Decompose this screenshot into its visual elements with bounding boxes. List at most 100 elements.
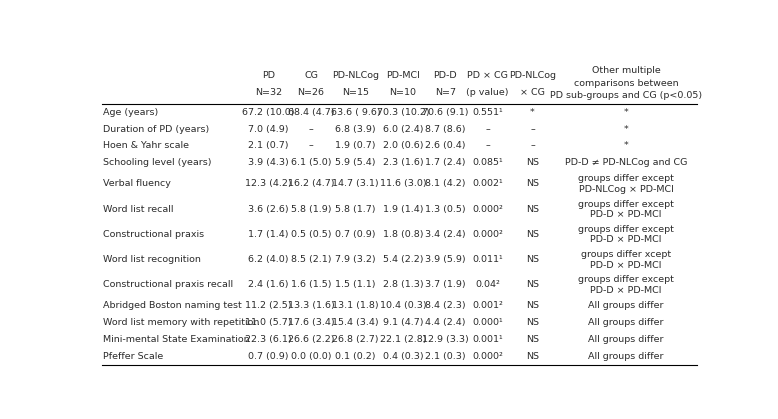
Text: All groups differ: All groups differ: [588, 335, 664, 344]
Text: 0.000²: 0.000²: [472, 230, 503, 239]
Text: Constructional praxis: Constructional praxis: [103, 230, 205, 239]
Text: PD sub-groups and CG (p<0.05): PD sub-groups and CG (p<0.05): [550, 91, 703, 100]
Text: 8.5 (2.1): 8.5 (2.1): [291, 255, 331, 264]
Text: –: –: [309, 142, 314, 150]
Text: –: –: [530, 142, 535, 150]
Text: NS: NS: [526, 158, 539, 167]
Text: 0.002¹: 0.002¹: [472, 179, 503, 189]
Text: 2.3 (1.6): 2.3 (1.6): [383, 158, 423, 167]
Text: 11.6 (3.0): 11.6 (3.0): [380, 179, 426, 189]
Text: 1.5 (1.1): 1.5 (1.1): [335, 280, 376, 290]
Text: 0.000²: 0.000²: [472, 204, 503, 214]
Text: 67.2 (10.0): 67.2 (10.0): [243, 108, 295, 117]
Text: 13.3 (1.6): 13.3 (1.6): [288, 301, 335, 310]
Text: 0.4 (0.3): 0.4 (0.3): [383, 352, 423, 361]
Text: NS: NS: [526, 335, 539, 344]
Text: Duration of PD (years): Duration of PD (years): [103, 125, 209, 134]
Text: NS: NS: [526, 230, 539, 239]
Text: 2.1 (0.7): 2.1 (0.7): [248, 142, 289, 150]
Text: CG: CG: [304, 71, 318, 80]
Text: 2.8 (1.3): 2.8 (1.3): [383, 280, 423, 290]
Text: groups differ except: groups differ except: [578, 174, 674, 184]
Text: PD-NLCog × PD-MCI: PD-NLCog × PD-MCI: [579, 185, 674, 194]
Text: 4.4 (2.4): 4.4 (2.4): [425, 318, 465, 327]
Text: 6.0 (2.4): 6.0 (2.4): [383, 125, 423, 134]
Text: PD: PD: [262, 71, 275, 80]
Text: 10.4 (0.3): 10.4 (0.3): [380, 301, 426, 310]
Text: PD-NLCog: PD-NLCog: [509, 71, 556, 80]
Text: 6.2 (4.0): 6.2 (4.0): [248, 255, 289, 264]
Text: 0.085¹: 0.085¹: [472, 158, 503, 167]
Text: 8.4 (2.3): 8.4 (2.3): [425, 301, 465, 310]
Text: 0.011¹: 0.011¹: [472, 255, 503, 264]
Text: 5.4 (2.2): 5.4 (2.2): [383, 255, 423, 264]
Text: PD-D × PD-MCI: PD-D × PD-MCI: [591, 261, 662, 270]
Text: 3.9 (4.3): 3.9 (4.3): [248, 158, 289, 167]
Text: 0.000¹: 0.000¹: [472, 318, 503, 327]
Text: 68.4 (4.7): 68.4 (4.7): [288, 108, 335, 117]
Text: 0.04²: 0.04²: [475, 280, 500, 290]
Text: 0.5 (0.5): 0.5 (0.5): [291, 230, 331, 239]
Text: –: –: [309, 125, 314, 134]
Text: 1.7 (2.4): 1.7 (2.4): [425, 158, 465, 167]
Text: 1.9 (1.4): 1.9 (1.4): [383, 204, 423, 214]
Text: × CG: × CG: [520, 88, 545, 97]
Text: 5.8 (1.9): 5.8 (1.9): [291, 204, 331, 214]
Text: Pfeffer Scale: Pfeffer Scale: [103, 352, 163, 361]
Text: Constructional praxis recall: Constructional praxis recall: [103, 280, 233, 290]
Text: 22.1 (2.8): 22.1 (2.8): [380, 335, 426, 344]
Text: PD × CG: PD × CG: [467, 71, 508, 80]
Text: 3.9 (5.9): 3.9 (5.9): [425, 255, 465, 264]
Text: Mini-mental State Examination: Mini-mental State Examination: [103, 335, 250, 344]
Text: PD-D ≠ PD-NLCog and CG: PD-D ≠ PD-NLCog and CG: [565, 158, 687, 167]
Text: 0.0 (0.0): 0.0 (0.0): [291, 352, 331, 361]
Text: 1.9 (0.7): 1.9 (0.7): [335, 142, 376, 150]
Text: groups differ except: groups differ except: [578, 275, 674, 285]
Text: 17.6 (3.4): 17.6 (3.4): [288, 318, 335, 327]
Text: PD-D × PD-MCI: PD-D × PD-MCI: [591, 210, 662, 219]
Text: 2.6 (0.4): 2.6 (0.4): [425, 142, 465, 150]
Text: 3.7 (1.9): 3.7 (1.9): [425, 280, 465, 290]
Text: 22.3 (6.1): 22.3 (6.1): [245, 335, 292, 344]
Text: Schooling level (years): Schooling level (years): [103, 158, 212, 167]
Text: 12.9 (3.3): 12.9 (3.3): [422, 335, 468, 344]
Text: 26.8 (2.7): 26.8 (2.7): [332, 335, 379, 344]
Text: 15.4 (3.4): 15.4 (3.4): [332, 318, 379, 327]
Text: All groups differ: All groups differ: [588, 352, 664, 361]
Text: 1.8 (0.8): 1.8 (0.8): [383, 230, 423, 239]
Text: *: *: [624, 142, 629, 150]
Text: N=7: N=7: [435, 88, 456, 97]
Text: NS: NS: [526, 204, 539, 214]
Text: groups differ except: groups differ except: [578, 199, 674, 209]
Text: –: –: [485, 142, 490, 150]
Text: 70.3 (10.2): 70.3 (10.2): [377, 108, 429, 117]
Text: NS: NS: [526, 179, 539, 189]
Text: NS: NS: [526, 318, 539, 327]
Text: *: *: [530, 108, 535, 117]
Text: 16.2 (4.7): 16.2 (4.7): [288, 179, 335, 189]
Text: 26.6 (2.2): 26.6 (2.2): [288, 335, 335, 344]
Text: 3.6 (2.6): 3.6 (2.6): [248, 204, 289, 214]
Text: NS: NS: [526, 280, 539, 290]
Text: Age (years): Age (years): [103, 108, 159, 117]
Text: 7.9 (3.2): 7.9 (3.2): [335, 255, 376, 264]
Text: Word list recall: Word list recall: [103, 204, 173, 214]
Text: comparisons between: comparisons between: [574, 79, 678, 88]
Text: N=26: N=26: [297, 88, 324, 97]
Text: 2.4 (1.6): 2.4 (1.6): [248, 280, 289, 290]
Text: 12.3 (4.2): 12.3 (4.2): [245, 179, 292, 189]
Text: 0.1 (0.2): 0.1 (0.2): [335, 352, 376, 361]
Text: NS: NS: [526, 352, 539, 361]
Text: All groups differ: All groups differ: [588, 318, 664, 327]
Text: –: –: [530, 125, 535, 134]
Text: groups differ xcept: groups differ xcept: [581, 250, 671, 259]
Text: 0.7 (0.9): 0.7 (0.9): [248, 352, 289, 361]
Text: All groups differ: All groups differ: [588, 301, 664, 310]
Text: 6.1 (5.0): 6.1 (5.0): [291, 158, 331, 167]
Text: (p value): (p value): [466, 88, 509, 97]
Text: N=10: N=10: [390, 88, 416, 97]
Text: 11.0 (5.7): 11.0 (5.7): [245, 318, 292, 327]
Text: groups differ except: groups differ except: [578, 225, 674, 234]
Text: NS: NS: [526, 301, 539, 310]
Text: 8.7 (8.6): 8.7 (8.6): [425, 125, 465, 134]
